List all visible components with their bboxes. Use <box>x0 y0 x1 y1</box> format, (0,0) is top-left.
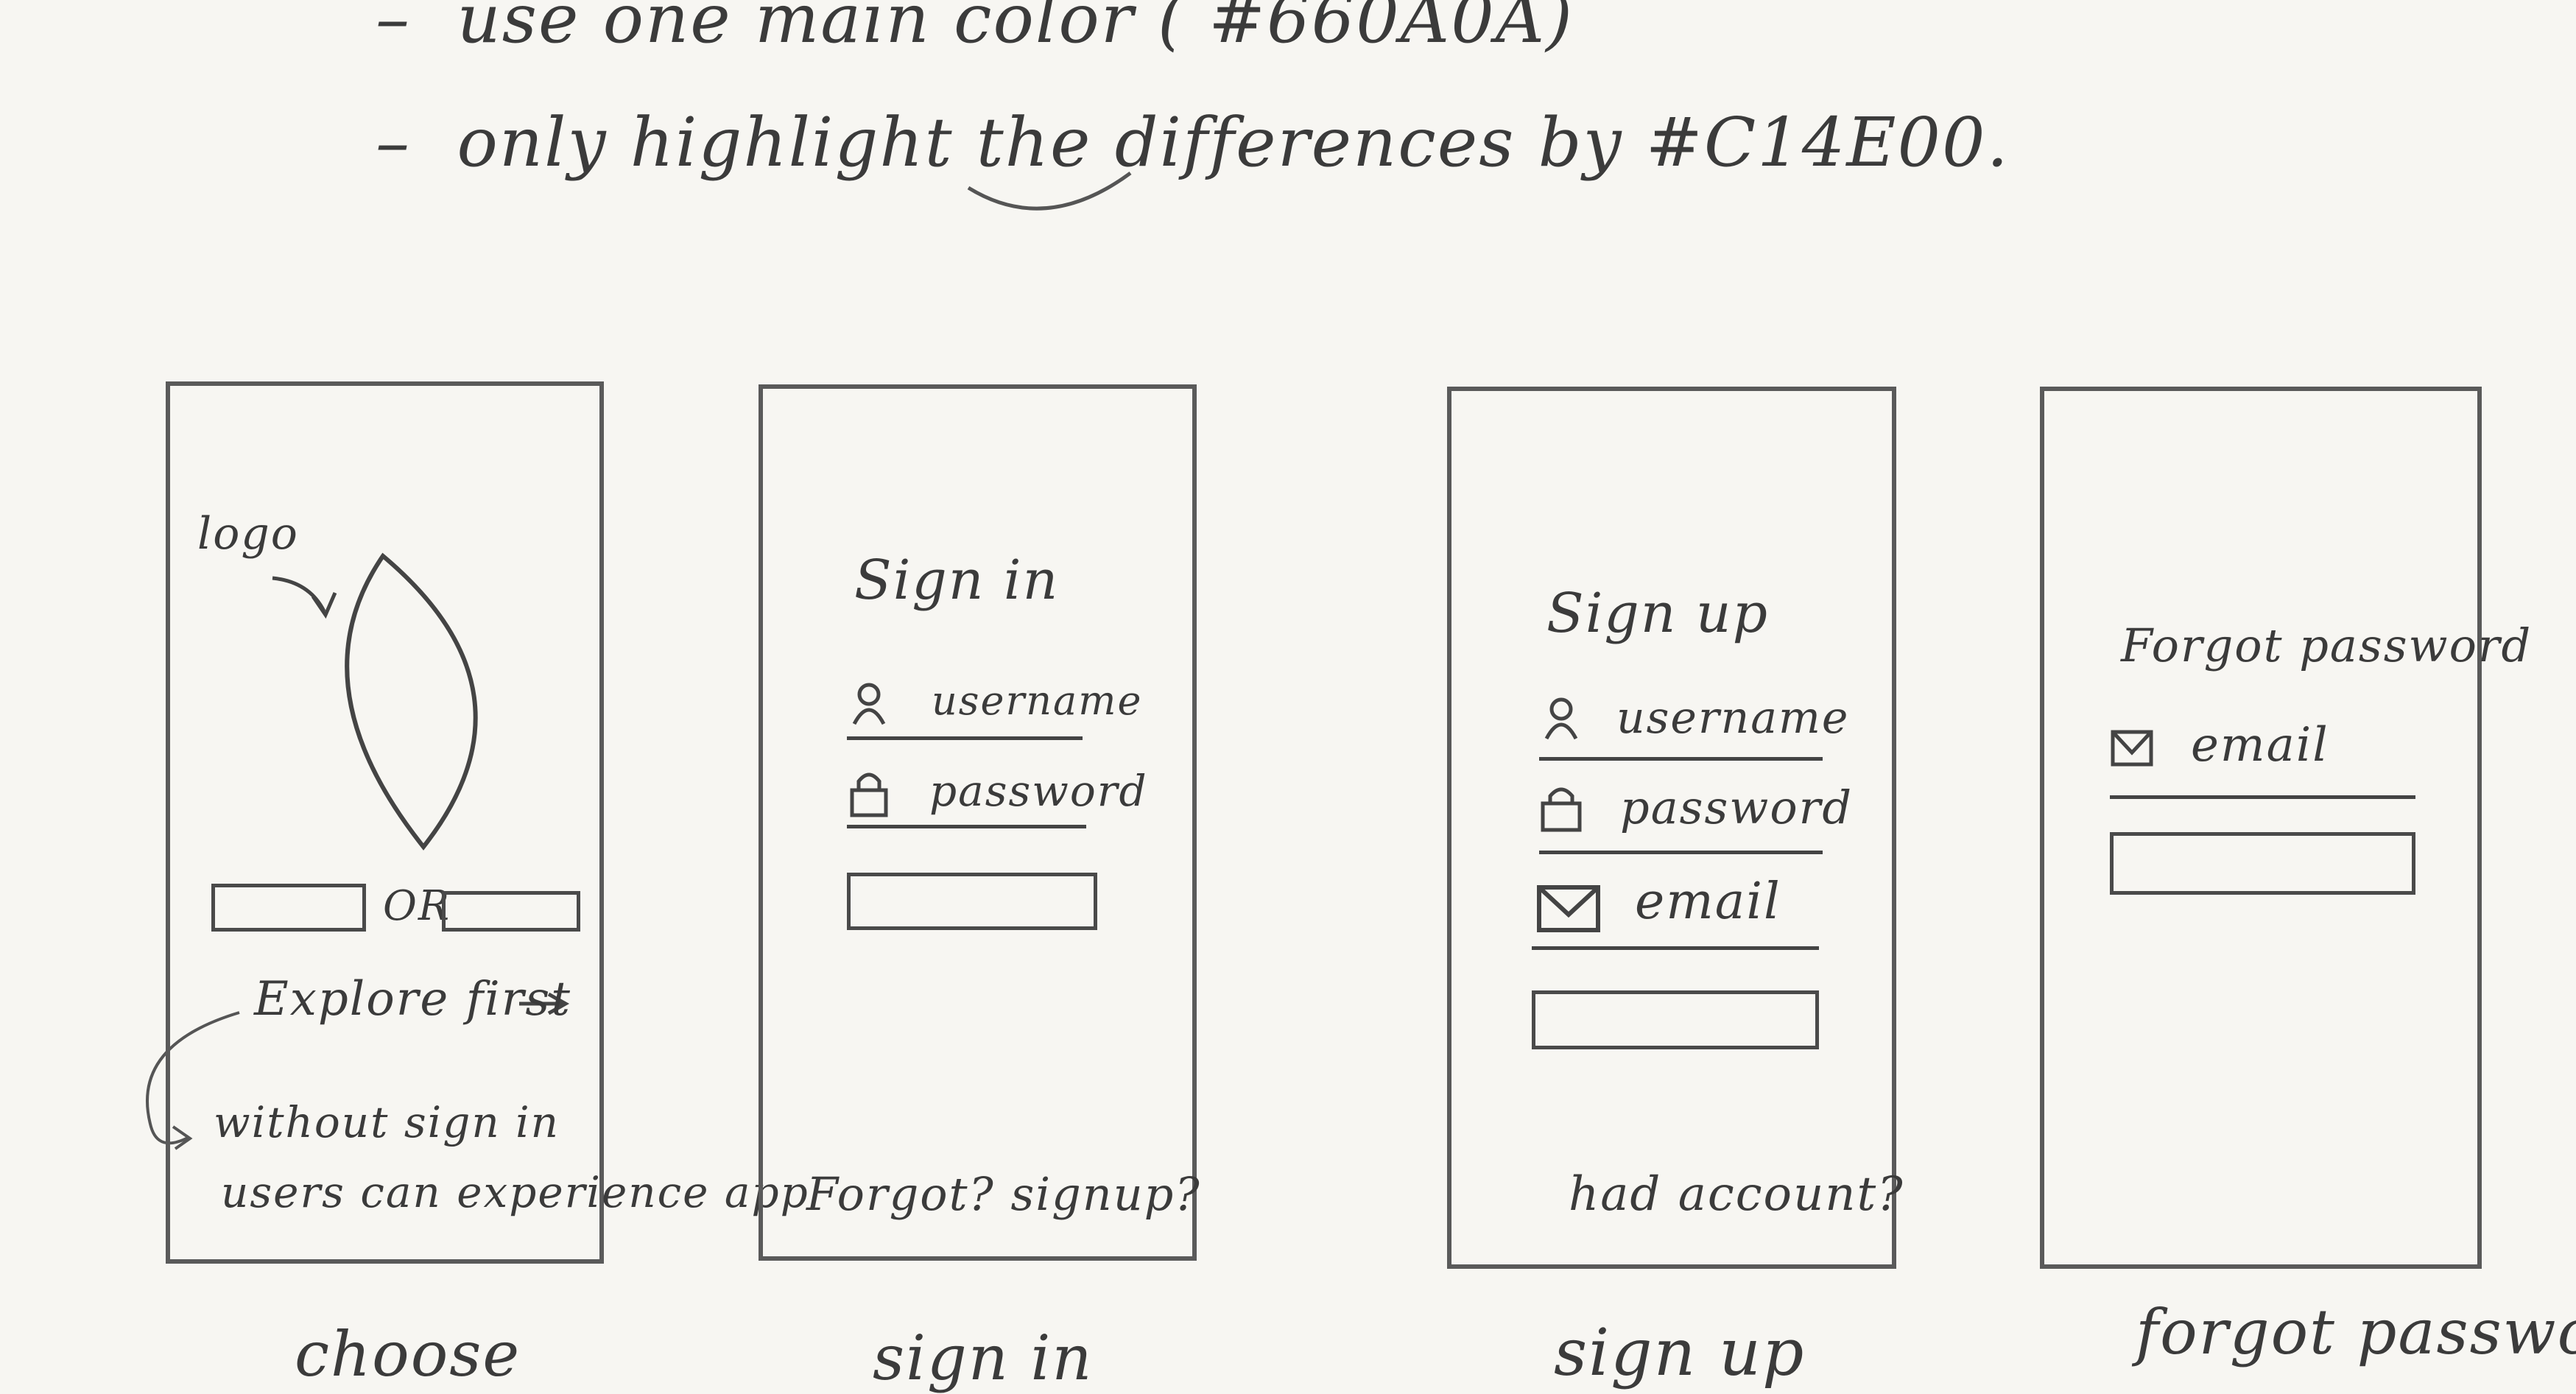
sign-in-footer-links[interactable]: Forgot? signup? <box>806 1167 1201 1221</box>
sign-in-username-underline <box>847 736 1083 740</box>
annotation-line-2: users can experience app <box>221 1167 809 1217</box>
sign-in-username-field[interactable]: username <box>932 677 1143 724</box>
choose-option-right-button[interactable] <box>442 891 580 932</box>
screen-forgot-password-frame <box>2040 387 2482 1269</box>
screen-sign-up-frame <box>1447 387 1896 1269</box>
forgot-password-email-field[interactable]: email <box>2191 718 2329 772</box>
sign-up-password-underline <box>1539 851 1823 854</box>
user-icon <box>1544 697 1578 740</box>
logo-label: logo <box>197 508 299 560</box>
sign-up-username-field[interactable]: username <box>1616 692 1850 744</box>
forgot-password-title: Forgot password <box>2121 619 2533 672</box>
note-highlight-text: only highlight the differences by #C14E0… <box>457 103 2010 182</box>
mail-icon <box>2111 730 2153 767</box>
sign-up-email-underline <box>1532 946 1819 950</box>
forgot-password-email-underline <box>2110 795 2415 799</box>
sign-up-username-underline <box>1539 757 1823 761</box>
note-main-color: – use one main color ( #660A0A) <box>376 0 1574 58</box>
sign-up-submit-button[interactable] <box>1532 990 1819 1049</box>
note-main-color-text: use one main color ( #660A0A) <box>457 0 1574 58</box>
screen-choose-frame <box>166 381 604 1264</box>
caption-forgot-password: forgot password. <box>2136 1296 2576 1368</box>
note-dash: – <box>376 103 457 182</box>
sign-in-password-field[interactable]: password <box>929 766 1148 816</box>
logo-placeholder-icon <box>345 552 478 851</box>
sign-in-submit-button[interactable] <box>847 873 1097 930</box>
sign-up-password-field[interactable]: password <box>1620 781 1854 834</box>
sign-up-email-field[interactable]: email <box>1635 873 1781 931</box>
note-dash: – <box>376 0 457 58</box>
annotation-line-1: without sign in <box>214 1097 560 1147</box>
forgot-password-submit-button[interactable] <box>2110 832 2415 895</box>
differences-underline <box>967 171 1132 211</box>
caption-choose: choose <box>295 1318 521 1390</box>
sign-up-footer-link[interactable]: had account? <box>1569 1167 1904 1222</box>
sign-up-title: Sign up <box>1546 582 1769 645</box>
mail-icon <box>1537 885 1600 932</box>
caption-sign-up: sign up <box>1554 1314 1806 1390</box>
screen-sign-in-frame <box>759 384 1197 1261</box>
arrow-right-icon <box>519 992 570 1015</box>
caption-sign-in: sign in <box>873 1322 1094 1394</box>
choose-option-left-button[interactable] <box>211 884 366 932</box>
lock-icon <box>850 772 888 817</box>
sign-in-password-underline <box>847 825 1086 828</box>
note-highlight: – only highlight the differences by #C14… <box>376 103 2010 182</box>
user-icon <box>852 683 886 725</box>
explore-first-link[interactable]: Explore first <box>254 972 571 1027</box>
lock-icon <box>1541 787 1582 832</box>
sign-in-title: Sign in <box>854 549 1060 612</box>
or-label: OR <box>383 882 451 930</box>
